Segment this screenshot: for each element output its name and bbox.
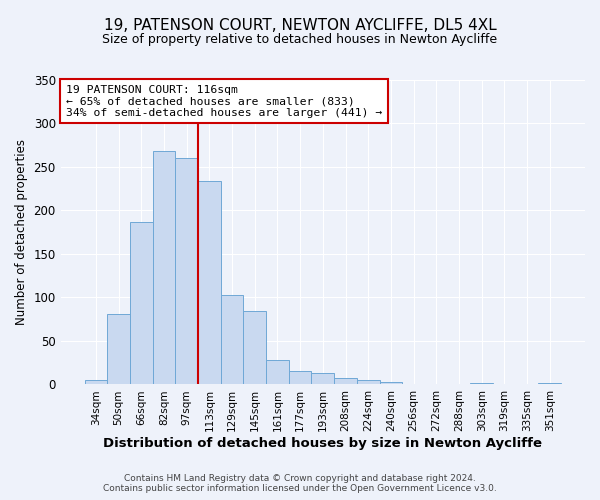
Text: 19 PATENSON COURT: 116sqm
← 65% of detached houses are smaller (833)
34% of semi: 19 PATENSON COURT: 116sqm ← 65% of detac…: [66, 84, 382, 118]
Text: Contains HM Land Registry data © Crown copyright and database right 2024.: Contains HM Land Registry data © Crown c…: [124, 474, 476, 483]
Bar: [538, 382, 561, 384]
Text: Size of property relative to detached houses in Newton Aycliffe: Size of property relative to detached ho…: [103, 32, 497, 46]
Bar: [244, 310, 266, 384]
Text: 19, PATENSON COURT, NEWTON AYCLIFFE, DL5 4XL: 19, PATENSON COURT, NEWTON AYCLIFFE, DL5…: [104, 18, 496, 32]
Bar: [175, 158, 198, 384]
Bar: [311, 373, 334, 384]
X-axis label: Distribution of detached houses by size in Newton Aycliffe: Distribution of detached houses by size …: [103, 437, 542, 450]
Text: Contains public sector information licensed under the Open Government Licence v3: Contains public sector information licen…: [103, 484, 497, 493]
Y-axis label: Number of detached properties: Number of detached properties: [15, 139, 28, 325]
Bar: [357, 380, 380, 384]
Bar: [107, 314, 130, 384]
Bar: [380, 382, 402, 384]
Bar: [85, 380, 107, 384]
Bar: [221, 295, 244, 384]
Bar: [152, 152, 175, 384]
Bar: [289, 372, 311, 384]
Bar: [266, 360, 289, 384]
Bar: [198, 181, 221, 384]
Bar: [334, 378, 357, 384]
Bar: [470, 382, 493, 384]
Bar: [130, 222, 152, 384]
